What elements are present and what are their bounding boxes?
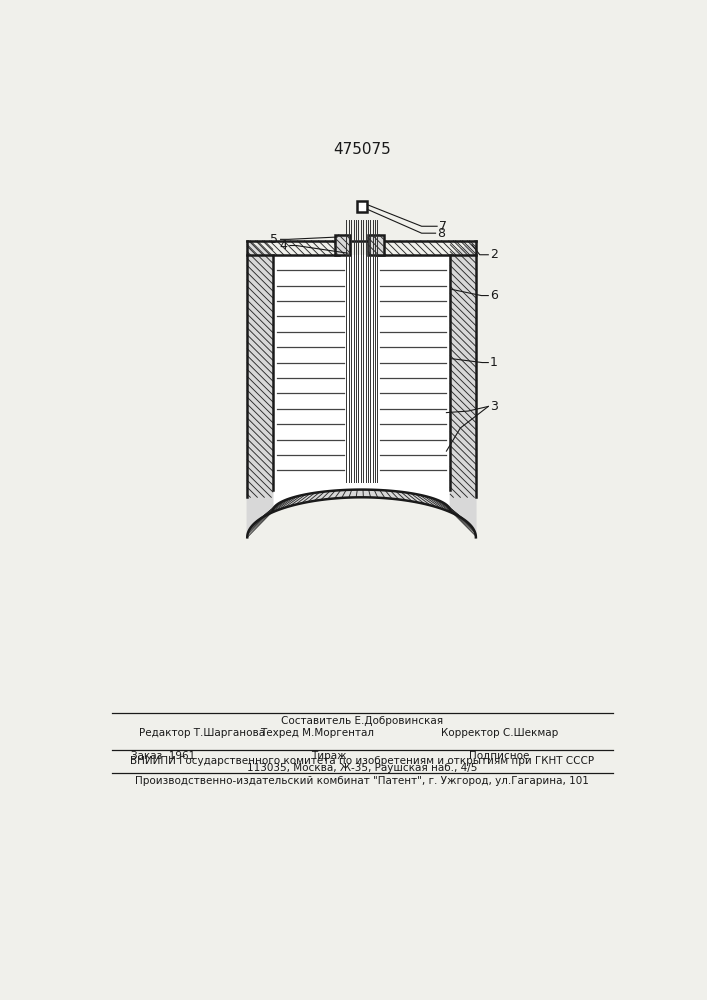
Text: Заказ  1961: Заказ 1961 [131, 751, 195, 761]
Text: Редактор Т.Шарганова: Редактор Т.Шарганова [139, 728, 265, 738]
Bar [356, 201, 368, 212]
Text: 2: 2 [490, 248, 498, 261]
Text: Производственно-издательский комбинат "Патент", г. Ужгород, ул.Гагарина, 101: Производственно-издательский комбинат "П… [135, 776, 589, 786]
Text: Составитель Е.Добровинская: Составитель Е.Добровинская [281, 716, 443, 726]
Text: Тираж: Тираж [311, 751, 346, 761]
Text: 7: 7 [438, 220, 447, 233]
Text: Корректор С.Шекмар: Корректор С.Шекмар [440, 728, 558, 738]
Polygon shape [247, 241, 476, 537]
Bar [335, 235, 351, 255]
Text: 5: 5 [270, 233, 279, 246]
Text: 113035, Москва, Ж-35, Раушская наб., 4/5: 113035, Москва, Ж-35, Раушская наб., 4/5 [247, 763, 477, 773]
Text: Техред М.Моргентал: Техред М.Моргентал [260, 728, 374, 738]
Text: 1: 1 [490, 356, 498, 369]
Text: 475075: 475075 [333, 142, 391, 157]
Text: 4: 4 [280, 239, 288, 252]
Text: 6: 6 [490, 289, 498, 302]
Bar [368, 235, 384, 255]
Text: Подписное: Подписное [469, 751, 530, 761]
Text: 8: 8 [437, 227, 445, 240]
Text: 3: 3 [490, 400, 498, 413]
Text: ВНИИПИ Государственного комитета по изобретениям и открытиям при ГКНТ СССР: ВНИИПИ Государственного комитета по изоб… [130, 756, 594, 766]
Polygon shape [273, 490, 450, 511]
